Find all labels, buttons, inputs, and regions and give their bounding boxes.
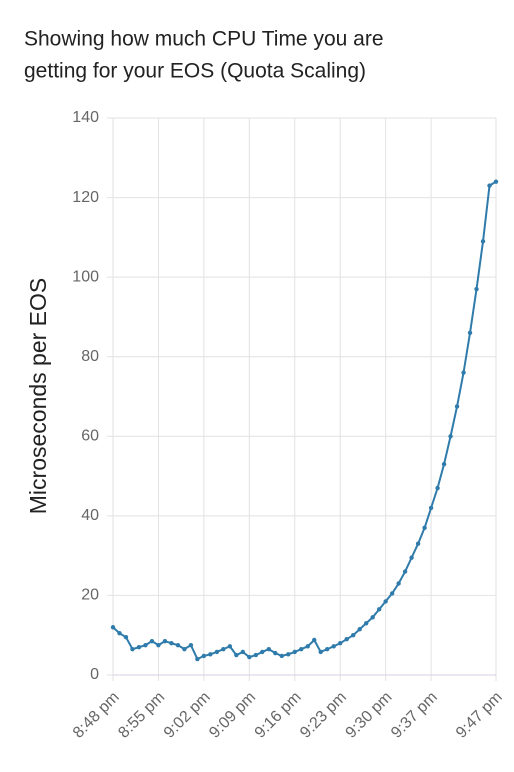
data-point [338, 640, 343, 646]
data-point [312, 637, 317, 643]
y-tick-label: 0 [90, 666, 99, 683]
data-point [402, 569, 408, 574]
y-tick-label: 20 [81, 587, 99, 604]
data-point [221, 646, 226, 652]
data-point [480, 239, 486, 244]
data-point [136, 644, 142, 650]
y-tick-label: 100 [72, 268, 99, 285]
data-point [305, 644, 310, 649]
x-tick-label: 9:47 pm [453, 689, 506, 742]
data-point [474, 286, 479, 292]
data-point [260, 649, 265, 655]
data-point [279, 653, 284, 659]
data-point [376, 607, 382, 612]
data-point [156, 642, 161, 648]
x-tick-label: 8:48 pm [70, 689, 123, 742]
data-point [130, 646, 135, 652]
data-point [448, 434, 453, 439]
data-point [169, 640, 174, 646]
data-point [273, 650, 278, 656]
y-tick-label: 140 [72, 109, 99, 126]
data-point [247, 654, 252, 660]
data-point [292, 649, 297, 655]
data-point [325, 646, 330, 652]
data-point [208, 652, 213, 657]
data-line [112, 180, 497, 661]
y-tick-label: 80 [81, 348, 99, 365]
data-point [188, 642, 194, 648]
data-point [396, 581, 401, 586]
data-point [234, 652, 239, 658]
data-point [467, 330, 473, 336]
data-point [487, 183, 492, 188]
data-point [422, 525, 427, 530]
data-point [350, 633, 356, 638]
data-point [123, 635, 129, 640]
y-tick-label: 40 [81, 507, 99, 524]
data-point [370, 615, 375, 620]
data-point [149, 638, 155, 644]
data-point [117, 631, 122, 636]
y-tick-label: 120 [72, 189, 99, 206]
x-tick-label: 9:23 pm [297, 689, 350, 742]
data-point [383, 599, 388, 604]
data-point [435, 485, 440, 491]
data-point [363, 621, 369, 626]
data-point [162, 638, 168, 644]
data-point [143, 642, 148, 648]
x-tick-label: 9:09 pm [206, 689, 259, 742]
data-point [182, 646, 187, 652]
data-point [195, 656, 200, 662]
y-tick-label: 60 [81, 428, 99, 445]
x-tick-label: 9:30 pm [343, 689, 396, 742]
data-point [357, 627, 362, 632]
data-point [201, 653, 207, 659]
data-point [331, 644, 336, 649]
data-point [461, 370, 466, 375]
data-point [175, 642, 181, 648]
data-point [428, 505, 434, 511]
data-point [415, 541, 421, 546]
data-point [454, 404, 460, 409]
data-point [441, 461, 447, 467]
data-point [493, 179, 499, 184]
data-point [240, 649, 246, 655]
data-point [110, 625, 116, 630]
data-point [266, 646, 271, 652]
x-tick-label: 9:02 pm [161, 689, 214, 742]
data-point [344, 636, 349, 642]
x-tick-label: 8:55 pm [115, 689, 168, 742]
y-axis-label: Microseconds per EOS [25, 278, 51, 514]
x-tick-label: 9:37 pm [388, 689, 441, 742]
data-point [286, 652, 291, 657]
data-point [253, 652, 259, 658]
chart-title: getting for your EOS (Quota Scaling) [24, 60, 366, 83]
data-point [214, 649, 220, 655]
data-point [227, 644, 233, 649]
x-tick-label: 9:16 pm [252, 689, 305, 742]
data-point [409, 555, 414, 560]
data-point [299, 646, 304, 652]
data-point [318, 649, 323, 655]
data-point [389, 591, 395, 596]
chart-title: Showing how much CPU Time you are [24, 28, 384, 51]
